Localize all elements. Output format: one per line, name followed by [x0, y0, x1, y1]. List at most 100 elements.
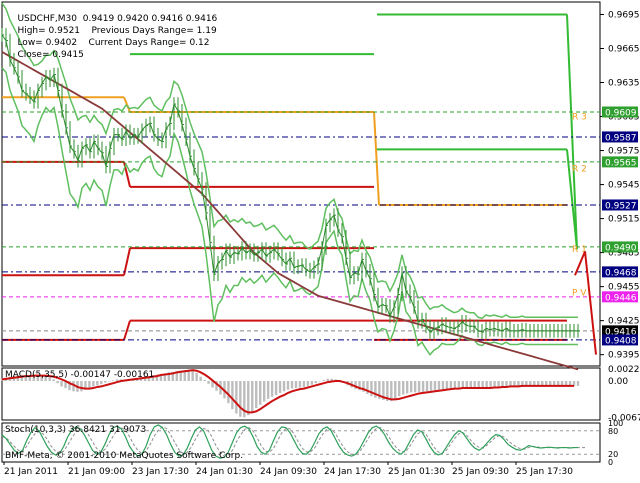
macd-histogram-bar	[370, 381, 373, 397]
macd-histogram-bar	[552, 381, 556, 386]
price-tick-label: 0.9695	[608, 10, 640, 20]
macd-histogram-bar	[56, 381, 59, 384]
macd-histogram-bar	[262, 381, 266, 402]
macd-histogram-bar	[529, 381, 532, 386]
macd-histogram-bar	[461, 381, 464, 388]
level-badge-bg	[602, 291, 638, 303]
macd-histogram-bar	[270, 381, 274, 397]
macd-histogram-bar	[533, 381, 536, 386]
macd-histogram-bar	[409, 381, 413, 393]
range-info-1: High= 0.9521 Previous Days Range= 1.19	[6, 15, 216, 48]
macd-histogram-bar	[378, 381, 381, 399]
price-tick-label: 0.9635	[608, 79, 640, 89]
macd-histogram-bar	[286, 381, 290, 390]
macd-histogram-bar	[48, 377, 51, 381]
bollinger-lower-line	[1, 67, 578, 356]
macd-histogram-bar	[473, 381, 476, 388]
stoch-tick-label: 80	[608, 427, 618, 436]
macd-histogram-bar	[576, 381, 580, 386]
symbol-info: USDCHF,M30 0.9419 0.9420 0.9416 0.9416	[6, 3, 217, 36]
macd-tick-label: 0.0022	[608, 365, 640, 375]
pivot-line-red	[123, 247, 131, 276]
macd-histogram-bar	[314, 381, 318, 384]
macd-histogram-bar	[489, 381, 492, 389]
level-badge: 0.9416	[602, 325, 638, 337]
macd-histogram-bar	[441, 381, 445, 390]
macd-histogram-bar	[493, 381, 496, 388]
macd-histogram-bar	[306, 381, 310, 386]
macd-histogram-bar	[104, 381, 107, 383]
macd-histogram-bar	[282, 381, 286, 392]
range-info-2: Low= 0.9402 Current Days Range= 0.12	[6, 27, 209, 60]
pivot-line-red	[123, 320, 131, 341]
close-info: Close= 0.9415	[6, 39, 83, 72]
macd-histogram-bar	[139, 377, 143, 381]
macd-histogram-bar	[362, 381, 365, 392]
macd-histogram-bar	[266, 381, 270, 399]
macd-histogram-bar	[72, 381, 75, 392]
macd-histogram-bar	[116, 379, 119, 381]
stoch-signal-line	[1, 426, 587, 457]
macd-histogram-bar	[243, 381, 246, 418]
macd-histogram-bar	[413, 381, 417, 393]
macd-histogram-bar	[405, 381, 409, 394]
macd-histogram-bar	[278, 381, 282, 393]
macd-histogram-bar	[394, 381, 397, 400]
macd-histogram-bar	[195, 372, 198, 381]
macd-histogram-bar	[382, 381, 385, 400]
high-label: High= 0.9521	[17, 26, 81, 36]
time-axis-label: 25 Jan 01:30	[388, 467, 445, 477]
level-badge-text: 0.9527	[605, 201, 637, 211]
macd-histogram-bar	[294, 381, 298, 389]
macd-histogram-bar	[421, 381, 425, 392]
price-tick-label: 0.9485	[608, 249, 640, 259]
level-badge-text: 0.9490	[605, 243, 637, 253]
level-badge-bg	[602, 241, 638, 253]
macd-histogram-bar	[64, 381, 67, 389]
price-tick-label: 0.9605	[608, 113, 640, 123]
macd-histogram-bar	[36, 375, 39, 381]
macd-histogram-bar	[187, 369, 190, 381]
macd-histogram-bar	[568, 381, 572, 386]
level-badge: 0.9565	[602, 156, 638, 168]
pivot-label: R 2	[572, 165, 587, 175]
macd-histogram-bar	[20, 375, 24, 381]
pivot-label: P V	[572, 288, 587, 298]
macd-histogram-bar	[259, 381, 262, 405]
pivot-line-orange	[123, 96, 131, 113]
macd-histogram-bar	[330, 378, 333, 381]
macd-histogram-bar	[215, 381, 218, 391]
macd-histogram-bar	[449, 381, 453, 389]
macd-histogram-bar	[310, 381, 314, 385]
level-badge: 0.9609	[602, 106, 638, 118]
macd-histogram-bar	[537, 381, 540, 386]
low-label: Low= 0.9402	[17, 38, 78, 48]
macd-title: MACD(5,35,5) -0.00147 -0.00161	[5, 370, 154, 380]
stoch-title: Stoch(10,3,3) 36.8421 31.9073	[5, 425, 146, 435]
macd-histogram-bar	[398, 381, 401, 397]
macd-histogram-bar	[433, 381, 437, 391]
macd-histogram-bar	[251, 381, 254, 412]
time-axis-label: 25 Jan 09:30	[452, 467, 509, 477]
time-axis-label: 24 Jan 17:30	[324, 467, 381, 477]
level-badge-text: 0.9468	[605, 268, 637, 278]
symbol-label: USDCHF,M30	[17, 14, 77, 24]
macd-histogram-bar	[191, 370, 194, 381]
level-badge-bg	[602, 199, 638, 211]
macd-histogram-bar	[92, 381, 95, 387]
macd-histogram-bar	[179, 370, 182, 381]
level-badge-bg	[602, 334, 638, 346]
macd-histogram-bar	[143, 376, 147, 381]
macd-histogram-bar	[16, 375, 20, 381]
macd-histogram-bar	[509, 381, 512, 387]
macd-histogram-bar	[68, 381, 71, 391]
macd-histogram-bar	[290, 381, 294, 389]
macd-histogram-bar	[80, 381, 83, 392]
level-badge-bg	[602, 266, 638, 278]
level-badge-text: 0.9408	[605, 336, 637, 346]
macd-histogram-bar	[501, 381, 504, 387]
level-badge: 0.9468	[602, 266, 638, 278]
macd-histogram-bar	[163, 373, 167, 381]
